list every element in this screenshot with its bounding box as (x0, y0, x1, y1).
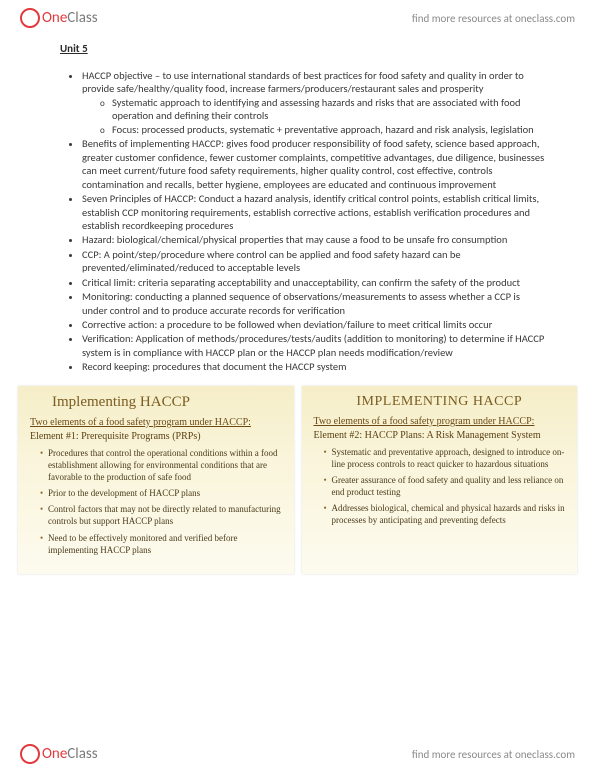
note-sublist: Systematic approach to identifying and a… (82, 96, 545, 136)
brand-name-footer: OneClass (42, 745, 98, 763)
note-subitem: Systematic approach to identifying and a… (112, 96, 545, 123)
slide-point: Need to be effectively monitored and ver… (40, 532, 282, 556)
note-subitem: Focus: processed products, systematic + … (112, 123, 545, 137)
note-item: CCP: A point/step/procedure where contro… (82, 248, 545, 275)
brand-name: OneClass (42, 9, 98, 27)
brand-logo-footer: OneClass (20, 744, 98, 764)
slide-left-points: Procedures that control the operational … (30, 447, 282, 556)
note-item: Record keeping: procedures that document… (82, 360, 545, 373)
slide-right: IMPLEMENTING HACCP Two elements of a foo… (302, 386, 578, 574)
slide-point: Procedures that control the operational … (40, 447, 282, 483)
slide-right-title: IMPLEMENTING HACCP (314, 394, 566, 410)
slide-point: Systematic and preventative approach, de… (324, 446, 566, 470)
note-item: Corrective action: a procedure to be fol… (82, 318, 545, 331)
logo-icon (20, 8, 40, 28)
page-header: OneClass find more resources at oneclass… (0, 0, 595, 34)
note-item: Benefits of implementing HACCP: gives fo… (82, 137, 545, 191)
logo-icon (20, 744, 40, 764)
note-item: Seven Principles of HACCP: Conduct a haz… (82, 192, 545, 232)
brand-logo: OneClass (20, 8, 98, 28)
slide-left-subtitle: Two elements of a food safety program un… (30, 417, 282, 428)
notes-list: HACCP objective – to use international s… (60, 69, 545, 374)
note-item: Monitoring: conducting a planned sequenc… (82, 290, 545, 317)
page-footer: OneClass find more resources at oneclass… (0, 736, 595, 770)
slides-row: Implementing HACCP Two elements of a foo… (0, 386, 595, 574)
slide-point: Addresses biological, chemical and physi… (324, 502, 566, 526)
document-body: Unit 5 HACCP objective – to use internat… (0, 34, 595, 374)
slide-left-title: Implementing HACCP (30, 394, 282, 411)
note-item: Hazard: biological/chemical/physical pro… (82, 233, 545, 246)
note-item: Critical limit: criteria separating acce… (82, 276, 545, 289)
note-item: Verification: Application of methods/pro… (82, 332, 545, 359)
slide-right-element: Element #2: HACCP Plans: A Risk Manageme… (314, 430, 566, 441)
note-item: HACCP objective – to use international s… (82, 69, 545, 136)
footer-tagline: find more resources at oneclass.com (412, 748, 575, 761)
slide-point: Greater assurance of food safety and qua… (324, 474, 566, 498)
slide-right-points: Systematic and preventative approach, de… (314, 446, 566, 527)
header-tagline: find more resources at oneclass.com (412, 12, 575, 25)
slide-left-element: Element #1: Prerequisite Programs (PRPs) (30, 431, 282, 442)
slide-point: Prior to the development of HACCP plans (40, 487, 282, 499)
slide-point: Control factors that may not be directly… (40, 503, 282, 527)
slide-right-subtitle: Two elements of a food safety program un… (314, 416, 566, 427)
slide-left: Implementing HACCP Two elements of a foo… (18, 386, 294, 574)
unit-title: Unit 5 (60, 42, 545, 55)
